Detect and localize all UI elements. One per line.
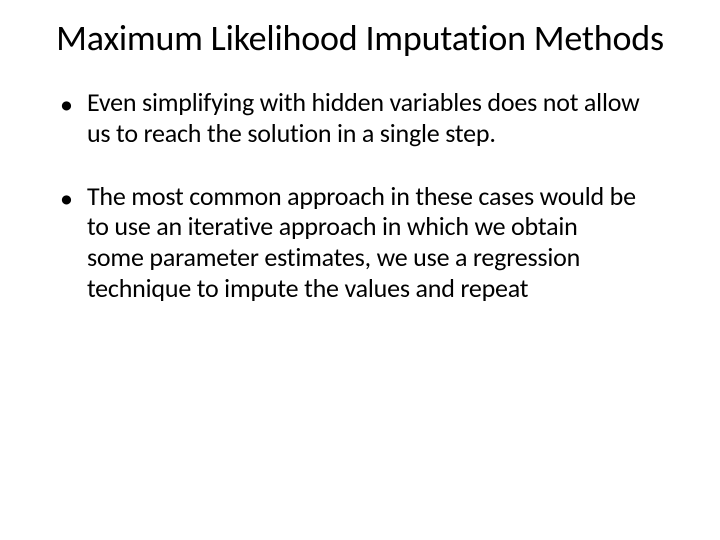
slide-title: Maximum Likelihood Imputation Methods — [50, 18, 670, 59]
slide-content: • Even simplifying with hidden variables… — [50, 87, 670, 303]
bullet-marker-icon: • — [60, 183, 73, 214]
bullet-marker-icon: • — [60, 89, 73, 120]
slide-container: Maximum Likelihood Imputation Methods • … — [0, 0, 720, 540]
bullet-item: • The most common approach in these case… — [60, 181, 640, 304]
bullet-item: • Even simplifying with hidden variables… — [60, 87, 640, 148]
bullet-text: The most common approach in these cases … — [87, 181, 640, 304]
bullet-text: Even simplifying with hidden variables d… — [87, 87, 640, 148]
